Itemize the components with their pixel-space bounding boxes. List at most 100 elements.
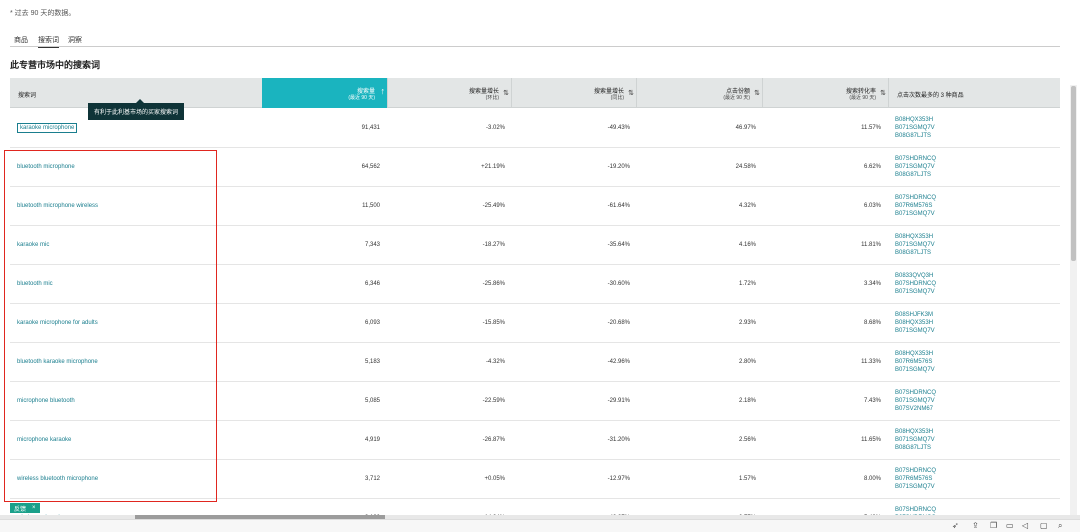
- growth-qoq-text: -4.32%: [485, 359, 505, 365]
- asin-link[interactable]: B08G87LJTS: [895, 133, 932, 139]
- asin-link[interactable]: B07SHDRNCQ: [895, 195, 937, 201]
- search-volume-text: 6,346: [364, 281, 380, 287]
- chat-icon[interactable]: ▢: [1040, 521, 1048, 530]
- rocket-icon[interactable]: ➶: [952, 521, 959, 530]
- keyword-link-text[interactable]: bluetooth karaoke microphone: [17, 359, 98, 365]
- asin-link[interactable]: B071SGMQ7V: [895, 242, 935, 248]
- asin-link[interactable]: B07SHDRNCQ: [895, 507, 937, 513]
- click-share-text: 2.18%: [738, 398, 756, 404]
- keyword-link[interactable]: karaoke microphone: [17, 109, 257, 147]
- keyword-link[interactable]: bluetooth microphone wireless: [17, 187, 257, 225]
- sort-icon[interactable]: ⇅: [503, 90, 509, 97]
- copy-icon[interactable]: ❐: [990, 521, 998, 530]
- sort-ascending-icon[interactable]: ↑: [380, 86, 386, 96]
- top-clicked-products: B07SHDRNCQ B07R6M576S B071SGMQ7V: [895, 460, 1055, 498]
- keyword-link[interactable]: bluetooth microphone: [17, 148, 257, 186]
- keyword-link-text[interactable]: karaoke mic: [17, 242, 50, 248]
- asin-link[interactable]: B08SHJFK3M: [895, 312, 934, 318]
- sort-icon[interactable]: ⇅: [880, 90, 886, 97]
- keyword-link[interactable]: bluetooth mic: [17, 265, 257, 303]
- vertical-scrollbar-thumb[interactable]: [1071, 86, 1076, 261]
- asin-link[interactable]: B08HQX353H: [895, 429, 934, 435]
- search-icon[interactable]: ⌕: [1058, 521, 1063, 530]
- growth-yoy: -20.68%: [511, 304, 630, 342]
- feedback-label: 反馈: [14, 506, 27, 513]
- keyword-link[interactable]: microphone bluetooth: [17, 382, 257, 420]
- asin-link[interactable]: B071SGMQ7V: [895, 367, 935, 373]
- click-share: 24.58%: [636, 148, 756, 186]
- header-conversion-sub: (最近 90 天): [849, 95, 876, 101]
- asin-link[interactable]: B071SGMQ7V: [895, 398, 935, 404]
- tab-search-terms[interactable]: 搜索词: [38, 35, 59, 48]
- horizontal-scrollbar-thumb[interactable]: [135, 515, 385, 519]
- share-icon[interactable]: ⇪: [972, 521, 979, 530]
- asin-link[interactable]: B0833QVQ3H: [895, 273, 934, 279]
- conversion-rate-text: 11.57%: [861, 125, 881, 131]
- asin-link[interactable]: B08HQX353H: [895, 234, 934, 240]
- growth-yoy: -29.91%: [511, 382, 630, 420]
- asin-link[interactable]: B08G87LJTS: [895, 445, 932, 451]
- asin-link[interactable]: B071SGMQ7V: [895, 289, 935, 295]
- monitor-icon[interactable]: ▭: [1006, 521, 1014, 530]
- asin-link[interactable]: B07R6M576S: [895, 359, 933, 365]
- conversion-rate: 7.43%: [762, 382, 881, 420]
- header-growth-qoq[interactable]: 搜索量增长 (环比) ⇅: [387, 78, 511, 108]
- tab-bar: 商品 搜索词 洞察: [10, 33, 1060, 48]
- growth-qoq: -15.85%: [387, 304, 505, 342]
- conversion-rate: 3.34%: [762, 265, 881, 303]
- asin-link[interactable]: B07R6M576S: [895, 476, 933, 482]
- asin-link[interactable]: B08HQX353H: [895, 117, 934, 123]
- keyword-link[interactable]: wireless bluetooth microphone: [17, 460, 257, 498]
- feedback-button[interactable]: 反馈 ×: [10, 503, 40, 513]
- top-clicked-products: B08HQX353H B07R6M576S B071SGMQ7V: [895, 343, 1055, 381]
- tab-products[interactable]: 商品: [14, 37, 28, 44]
- conversion-rate: 6.03%: [762, 187, 881, 225]
- keyword-link-text[interactable]: wireless bluetooth microphone: [17, 476, 99, 482]
- asin-link[interactable]: B07SV2NM67: [895, 406, 934, 412]
- keyword-link[interactable]: karaoke mic: [17, 226, 257, 264]
- asin-link[interactable]: B071SGMQ7V: [895, 125, 935, 131]
- keyword-link-text[interactable]: karaoke microphone: [17, 123, 78, 133]
- tab-insights[interactable]: 洞察: [68, 37, 82, 44]
- growth-qoq: -25.49%: [387, 187, 505, 225]
- asin-link[interactable]: B07SHDRNCQ: [895, 281, 937, 287]
- asin-link[interactable]: B07SHDRNCQ: [895, 468, 937, 474]
- asin-link[interactable]: B07R6M576S: [895, 203, 933, 209]
- horizontal-scrollbar[interactable]: [0, 515, 1080, 519]
- keyword-link-text[interactable]: microphone bluetooth: [17, 398, 75, 404]
- search-volume: 3,712: [262, 460, 380, 498]
- table-row: microphone karaoke 4,919 -26.87% -31.20% 2.5…: [10, 421, 1060, 460]
- header-conversion[interactable]: 搜索转化率 (最近 90 天) ⇅: [762, 78, 888, 108]
- keyword-link-text[interactable]: karaoke microphone for adults: [17, 320, 98, 326]
- click-share-text: 2.56%: [738, 437, 756, 443]
- header-click-share[interactable]: 点击份额 (最近 90 天) ⇅: [636, 78, 762, 108]
- asin-link[interactable]: B08HQX353H: [895, 320, 934, 326]
- asin-link[interactable]: B071SGMQ7V: [895, 211, 935, 217]
- asin-link[interactable]: B071SGMQ7V: [895, 437, 935, 443]
- asin-link[interactable]: B07SHDRNCQ: [895, 390, 937, 396]
- keyword-link-text[interactable]: bluetooth mic: [17, 281, 53, 287]
- keyword-link[interactable]: karaoke microphone for adults: [17, 304, 257, 342]
- asin-link[interactable]: B08G87LJTS: [895, 250, 932, 256]
- vertical-scrollbar[interactable]: [1070, 85, 1077, 515]
- close-icon[interactable]: ×: [32, 505, 36, 511]
- asin-link[interactable]: B071SGMQ7V: [895, 164, 935, 170]
- keyword-link-text[interactable]: bluetooth microphone wireless: [17, 203, 99, 209]
- sort-icon[interactable]: ⇅: [628, 90, 634, 97]
- keyword-link[interactable]: microphone karaoke: [17, 421, 257, 459]
- header-volume[interactable]: 搜索量 (最近 90 天) ↑: [262, 78, 387, 108]
- conversion-rate-text: 8.68%: [863, 320, 881, 326]
- header-growth-yoy[interactable]: 搜索量增长 (同比) ⇅: [511, 78, 636, 108]
- search-volume: 5,085: [262, 382, 380, 420]
- keyword-link-text[interactable]: microphone karaoke: [17, 437, 72, 443]
- keyword-link-text[interactable]: bluetooth microphone: [17, 164, 75, 170]
- asin-link[interactable]: B08G87LJTS: [895, 172, 932, 178]
- table-row: karaoke microphone for adults 6,093 -15.85…: [10, 304, 1060, 343]
- volume-icon[interactable]: ◁: [1022, 521, 1029, 530]
- asin-link[interactable]: B071SGMQ7V: [895, 484, 935, 490]
- asin-link[interactable]: B07SHDRNCQ: [895, 156, 937, 162]
- keyword-link[interactable]: bluetooth karaoke microphone: [17, 343, 257, 381]
- asin-link[interactable]: B08HQX353H: [895, 351, 934, 357]
- asin-link[interactable]: B071SGMQ7V: [895, 328, 935, 334]
- sort-icon[interactable]: ⇅: [754, 90, 760, 97]
